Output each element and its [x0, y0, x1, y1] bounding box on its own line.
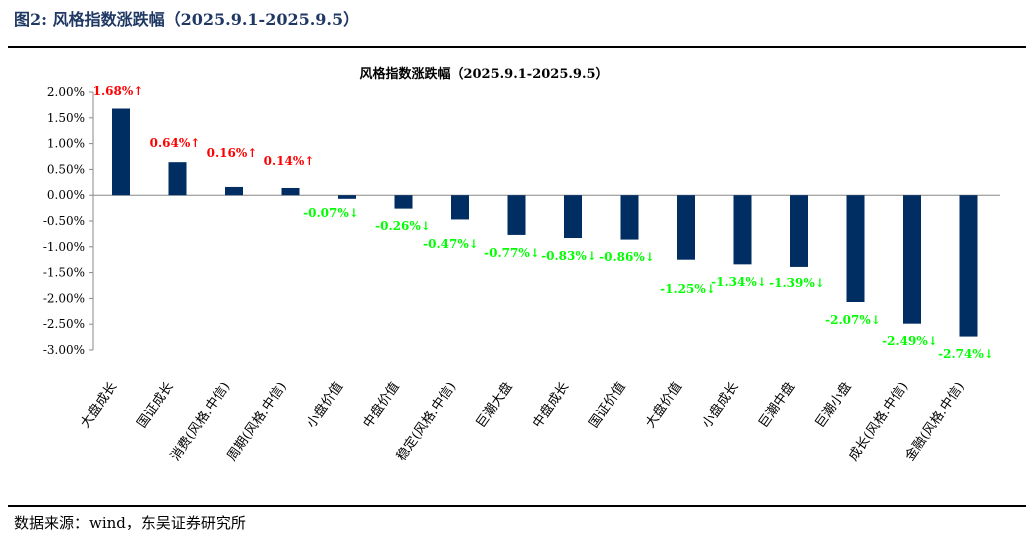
bar [959, 195, 978, 337]
x-tick-label: 国证价值 [586, 379, 629, 431]
bar [846, 195, 865, 303]
data-label: -2.49%↓ [882, 334, 938, 348]
y-tick-label: -0.50% [43, 214, 85, 228]
x-tick-label: 稳定(风格.中信) [393, 379, 459, 464]
x-tick-label: 成长(风格.中信) [845, 379, 911, 464]
figure-title: 图2: 风格指数涨跌幅（2025.9.1-2025.9.5） [14, 10, 360, 29]
x-tick-label: 金融(风格.中信) [902, 379, 968, 464]
x-tick-label: 大盘成长 [77, 379, 120, 431]
x-tick-label: 巨潮中盘 [755, 379, 798, 431]
data-label: -0.07%↓ [303, 206, 359, 220]
data-label: -1.39%↓ [769, 276, 825, 290]
x-tick-label: 大盘价值 [642, 379, 685, 431]
x-tick-label: 巨潮小盘 [812, 379, 855, 431]
x-tick-label: 中盘成长 [529, 379, 572, 431]
y-tick-label: 0.00% [47, 188, 85, 202]
data-label: -0.86%↓ [599, 250, 655, 264]
bar [225, 186, 243, 196]
bar [112, 108, 130, 196]
y-tick-label: -1.50% [43, 266, 85, 280]
data-label: -0.77%↓ [484, 246, 540, 260]
data-label: -0.83%↓ [541, 249, 597, 263]
bar [281, 187, 300, 196]
y-tick-label: 0.50% [47, 162, 85, 176]
bar [677, 195, 695, 260]
bar [338, 195, 356, 199]
bar [903, 195, 921, 324]
bar [564, 195, 582, 239]
x-tick-label: 国证成长 [135, 380, 177, 431]
x-tick-label: 小盘成长 [699, 379, 742, 431]
bar [394, 195, 413, 209]
data-label: -0.26%↓ [375, 219, 431, 233]
bar [507, 195, 526, 235]
chart-title: 风格指数涨跌幅（2025.9.1-2025.9.5） [359, 66, 608, 82]
x-tick-label: 周期(风格.中信) [224, 379, 290, 464]
bar [168, 162, 187, 196]
bar [620, 195, 639, 240]
x-tick-label: 巨潮大盘 [473, 379, 516, 431]
source-note: 数据来源：wind，东吴证券研究所 [14, 514, 246, 532]
bar [733, 195, 752, 265]
x-tick-label: 消费(风格.中信) [167, 379, 233, 464]
data-label: 1.68%↑ [93, 84, 144, 98]
data-label: -1.25%↓ [660, 282, 716, 296]
data-label: -2.74%↓ [938, 347, 994, 361]
data-label: -0.47%↓ [423, 237, 479, 251]
data-label: 0.64%↑ [150, 136, 201, 150]
data-label: -2.07%↓ [825, 313, 881, 327]
y-tick-label: 1.50% [47, 111, 85, 125]
data-label: 0.14%↑ [264, 154, 315, 168]
y-tick-label: -3.00% [43, 343, 85, 357]
y-tick-label: -2.00% [43, 291, 85, 305]
y-tick-label: -2.50% [43, 317, 85, 331]
bar [790, 195, 808, 267]
bottom-rule [8, 505, 1026, 507]
x-tick-label: 中盘价值 [360, 379, 403, 431]
data-label: 0.16%↑ [207, 146, 258, 160]
data-label: -1.34%↓ [711, 275, 767, 289]
top-rule [8, 46, 1026, 48]
y-tick-label: -1.00% [43, 240, 85, 254]
x-tick-label: 小盘价值 [303, 379, 346, 431]
bar [451, 195, 469, 220]
y-tick-label: 2.00% [47, 85, 85, 99]
y-tick-label: 1.00% [47, 137, 85, 151]
